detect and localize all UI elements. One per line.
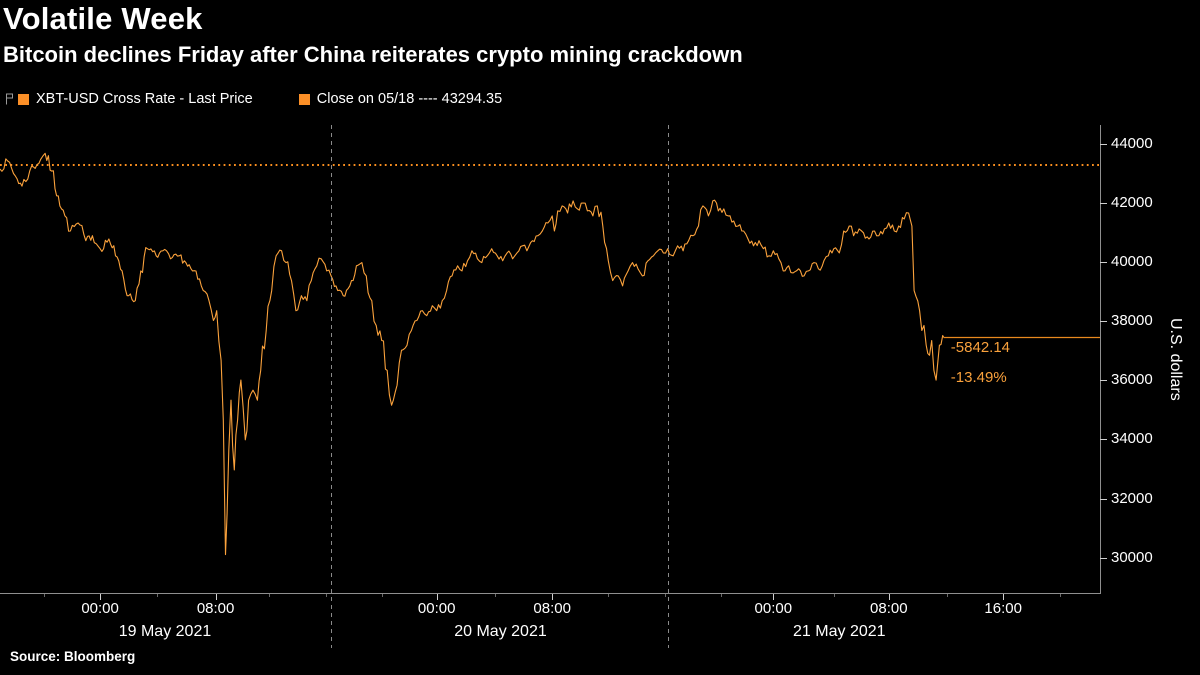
x-axis-time-label: 00:00 bbox=[754, 600, 793, 617]
y-axis-tick bbox=[1100, 321, 1107, 323]
y-axis-tick bbox=[1100, 144, 1107, 146]
x-axis-time-label: 00:00 bbox=[417, 600, 456, 617]
day-separator bbox=[667, 125, 669, 648]
legend-label: XBT-USD Cross Rate - Last Price bbox=[36, 91, 253, 107]
x-axis-time-label: 00:00 bbox=[81, 600, 119, 617]
legend-swatch-icon bbox=[18, 93, 29, 105]
legend: XBT-USD Cross Rate - Last Price Close on… bbox=[5, 91, 548, 107]
x-axis-minor-tick bbox=[608, 594, 610, 597]
y-axis-tick bbox=[1100, 262, 1107, 264]
y-axis-title: U.S. dollars bbox=[1167, 317, 1184, 401]
x-axis-tick bbox=[1003, 594, 1005, 600]
x-axis-minor-tick bbox=[495, 594, 497, 597]
y-axis-tick bbox=[1100, 203, 1107, 205]
y-axis-tick-label: 44000 bbox=[1111, 135, 1153, 153]
legend-label: Close on 05/18 ---- 43294.35 bbox=[316, 91, 503, 107]
x-axis-minor-tick bbox=[946, 594, 948, 597]
y-axis-tick bbox=[1100, 380, 1107, 382]
x-axis-tick bbox=[888, 594, 890, 600]
change-pct-annotation: -13.49% bbox=[950, 368, 1007, 386]
x-axis-tick bbox=[100, 594, 102, 600]
x-axis-minor-tick bbox=[382, 594, 384, 597]
x-axis-time-label: 16:00 bbox=[984, 600, 1022, 617]
x-axis-minor-tick bbox=[720, 594, 722, 597]
y-axis-tick bbox=[1100, 557, 1107, 559]
x-axis-minor-tick bbox=[156, 594, 158, 597]
annotation-flag-icon bbox=[5, 93, 14, 105]
plot-area[interactable] bbox=[0, 125, 1100, 593]
y-axis-tick-label: 38000 bbox=[1111, 312, 1153, 330]
y-axis-tick-label: 30000 bbox=[1111, 548, 1153, 566]
x-axis-minor-tick bbox=[664, 594, 666, 597]
x-axis-tick bbox=[552, 594, 554, 600]
y-axis-tick-label: 42000 bbox=[1111, 194, 1153, 212]
day-separator bbox=[331, 125, 333, 648]
x-axis-day-label: 21 May 2021 bbox=[793, 623, 886, 640]
x-axis-minor-tick bbox=[1059, 594, 1061, 597]
y-axis-tick bbox=[1100, 439, 1107, 441]
x-axis-line bbox=[0, 593, 1101, 594]
page-title: Volatile Week bbox=[3, 1, 203, 36]
y-axis-tick-label: 34000 bbox=[1111, 430, 1153, 448]
x-axis-tick bbox=[773, 594, 775, 600]
change-annotation: -5842.14 bbox=[950, 338, 1011, 356]
chart-subtitle: Bitcoin declines Friday after China reit… bbox=[3, 42, 743, 67]
price-line-series bbox=[0, 152, 945, 556]
y-axis-line bbox=[1100, 125, 1101, 594]
x-axis-minor-tick bbox=[269, 594, 271, 597]
y-axis-tick-label: 36000 bbox=[1111, 371, 1153, 389]
x-axis-minor-tick bbox=[325, 594, 327, 597]
x-axis-time-label: 08:00 bbox=[533, 600, 571, 617]
legend-item-last-price[interactable]: XBT-USD Cross Rate - Last Price bbox=[18, 91, 253, 107]
x-axis-tick bbox=[215, 594, 217, 600]
x-axis-time-label: 08:00 bbox=[870, 600, 908, 617]
legend-item-close-reference[interactable]: Close on 05/18 ---- 43294.35 bbox=[298, 91, 503, 107]
x-axis-day-label: 19 May 2021 bbox=[118, 623, 212, 640]
x-axis-day-label: 20 May 2021 bbox=[454, 623, 547, 640]
y-axis-tick-label: 40000 bbox=[1111, 253, 1153, 271]
x-axis-minor-tick bbox=[43, 594, 45, 597]
legend-swatch-icon bbox=[298, 93, 310, 105]
x-axis-time-label: 08:00 bbox=[196, 600, 235, 617]
y-axis-tick-label: 32000 bbox=[1111, 489, 1153, 507]
x-axis-minor-tick bbox=[833, 594, 835, 597]
y-axis-tick bbox=[1100, 498, 1107, 500]
x-axis-tick bbox=[436, 594, 438, 600]
source-label: Source: Bloomberg bbox=[10, 649, 136, 664]
